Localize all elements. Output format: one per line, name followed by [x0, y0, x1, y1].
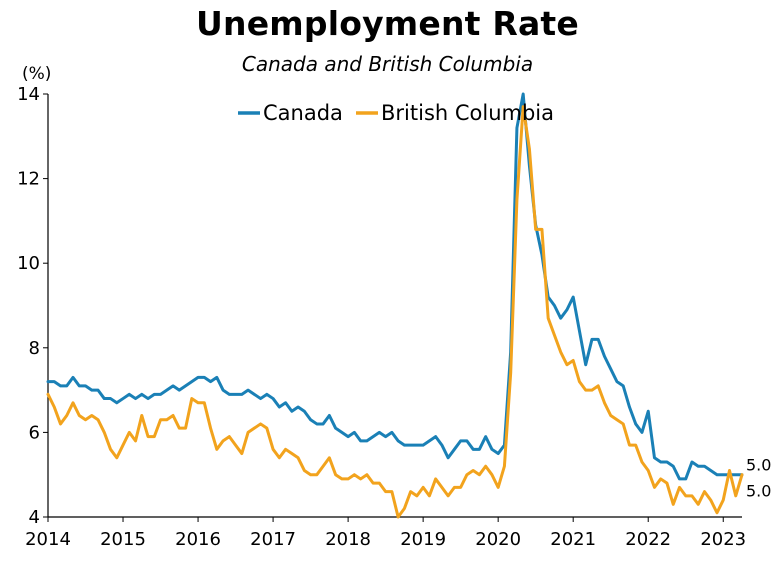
chart-title: Unemployment Rate [196, 4, 579, 43]
end-value-label-british-columbia: 5.0 [746, 482, 771, 501]
x-tick-label: 2019 [400, 529, 446, 550]
legend-label-canada: Canada [263, 101, 343, 125]
end-value-label-canada: 5.0 [746, 456, 771, 475]
x-tick-label: 2023 [700, 529, 746, 550]
y-tick-label: 12 [17, 169, 40, 190]
x-tick-label: 2018 [325, 529, 371, 550]
x-tick-label: 2014 [25, 529, 71, 550]
series-line-british-columbia [46, 105, 744, 519]
legend-label-british-columbia: British Columbia [381, 101, 554, 125]
chart-end-labels: 5.05.0 [746, 456, 771, 501]
chart-axes: 4 6 8 10 12 14(%) 2014 2015 2016 2017 2018 2019 2020… [17, 64, 746, 550]
x-tick-label: 2017 [250, 529, 296, 550]
chart-subtitle: Canada and British Columbia [241, 52, 534, 76]
x-tick-label: 2022 [625, 529, 671, 550]
chart-series [46, 92, 744, 519]
y-tick-label: 6 [29, 422, 40, 443]
x-tick-label: 2015 [100, 529, 146, 550]
y-tick-label: 10 [17, 253, 40, 274]
y-tick-label: 14 [17, 84, 40, 105]
x-tick-label: 2016 [175, 529, 221, 550]
x-tick-label: 2020 [475, 529, 521, 550]
series-line-canada [46, 92, 744, 481]
y-axis-unit-label: (%) [22, 64, 51, 84]
chart-legend: Canada British Columbia [238, 101, 554, 125]
y-tick-label: 4 [29, 507, 40, 528]
x-tick-label: 2021 [550, 529, 596, 550]
y-tick-label: 8 [29, 338, 40, 359]
